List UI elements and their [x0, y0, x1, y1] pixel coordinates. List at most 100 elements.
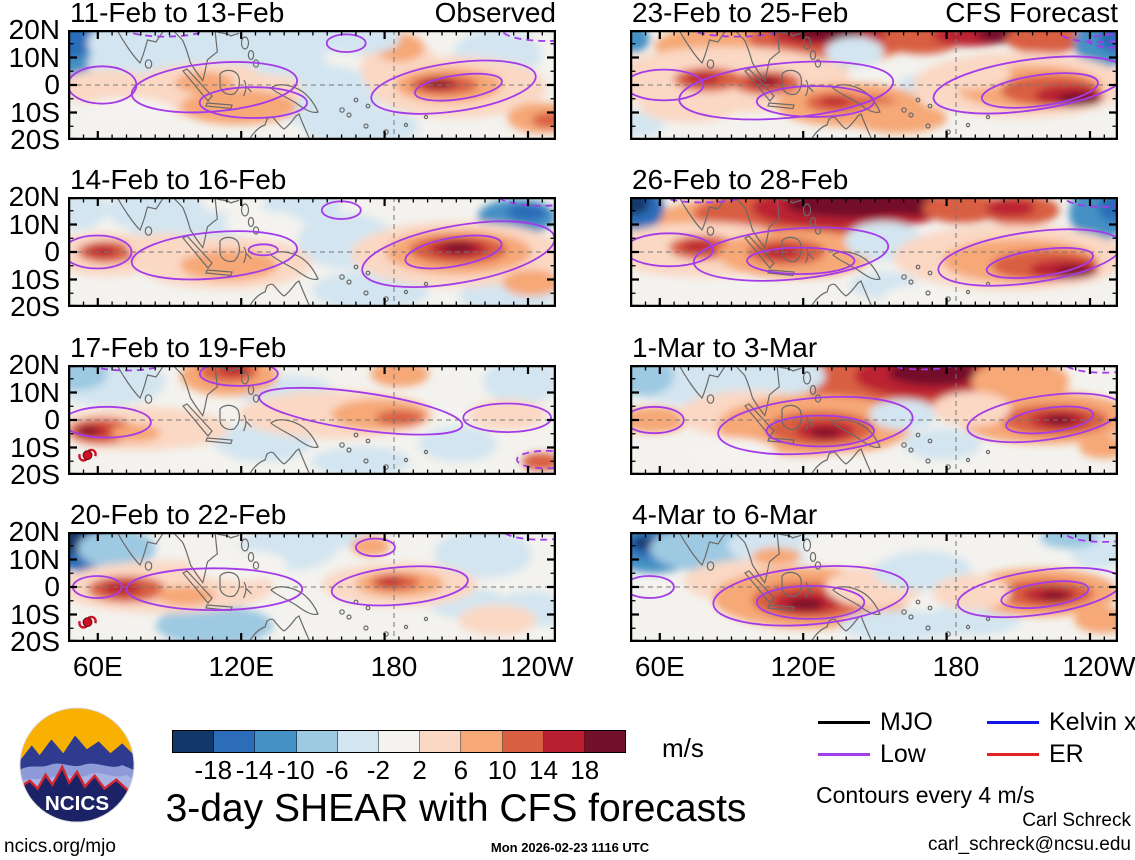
low-wave-contours: [630, 532, 1118, 627]
colorbar-swatch-0: [173, 731, 215, 752]
colorbar-swatch-7: [461, 731, 503, 752]
logo-border: [19, 707, 135, 823]
credit-name: Carl Schreck: [1022, 810, 1131, 831]
legend-item-kelvin: Kelvin x2: [987, 708, 1135, 737]
panel-title: 26-Feb to 28-Feb: [632, 164, 849, 195]
y-axis-label: 0: [44, 69, 60, 100]
coastlines: [116, 365, 429, 475]
credit-email: carl_schreck@ncsu.edu: [927, 834, 1131, 855]
colorbar-tick-label: 14: [528, 755, 558, 785]
map-panel-7: 1-Mar to 3-Mar: [630, 333, 1118, 475]
colorbar-tick-label: 6: [453, 755, 469, 785]
colorbar-swatch-3: [296, 731, 338, 752]
y-axis-label: 20S: [10, 291, 60, 322]
map-panel-4: 20-Feb to 22-Feb: [68, 500, 556, 642]
colorbar-swatch-8: [502, 731, 544, 752]
low-wave-contours: [71, 532, 556, 612]
colorbar-swatch-5: [378, 731, 421, 752]
coastlines: [678, 365, 991, 475]
colorbar-tick-label: -2: [366, 755, 390, 785]
colorbar-tick-label: 10: [487, 755, 517, 785]
map-frame: [68, 365, 556, 475]
colorbar-swatch-10: [584, 731, 626, 752]
minor-ticks: [69, 366, 555, 474]
y-axis-label: 20N: [8, 181, 60, 212]
map-plot: [630, 532, 1118, 642]
colorbar-tick-label: -14: [235, 755, 274, 785]
legend-label-low: Low: [880, 740, 926, 768]
map-panel-2: 14-Feb to 16-Feb: [68, 165, 556, 307]
y-axis-label: 0: [44, 571, 60, 602]
colorbar: [172, 730, 626, 753]
map-plot: [68, 365, 556, 475]
ncics-logo: NCICS: [19, 707, 135, 823]
y-axis-label: 10S: [10, 96, 60, 128]
x-axis-label: 180: [370, 651, 418, 682]
map-frame: [68, 532, 556, 642]
mjo-line-swatch: [818, 721, 870, 724]
map-panel-6: 26-Feb to 28-Feb: [630, 165, 1118, 307]
colorbar-swatch-4: [337, 731, 379, 752]
colorbar-swatch-1: [214, 731, 256, 752]
panel-corner-label: CFS Forecast: [945, 0, 1118, 28]
tropical-cyclone-icon: [78, 615, 97, 629]
map-frame: [630, 365, 1118, 475]
map-panel-1: 11-Feb to 13-Feb Observed: [68, 0, 556, 140]
coastlines: [116, 532, 429, 642]
low-wave-contours: [68, 30, 556, 119]
legend-label-kelvin: Kelvin x2: [1049, 708, 1135, 736]
footer-site-url: ncics.org/mjo: [4, 836, 116, 857]
minor-ticks: [631, 533, 1117, 641]
legend-label-er: ER: [1049, 740, 1084, 768]
x-axis-label: 120W: [1062, 651, 1135, 682]
coastlines: [678, 532, 991, 642]
panel-title: 4-Mar to 6-Mar: [632, 499, 818, 530]
y-axis-label: 0: [44, 404, 60, 435]
logo-red-ridge-line: [19, 764, 135, 793]
map-plot: [68, 30, 556, 140]
map-panel-8: 4-Mar to 6-Mar: [630, 500, 1118, 642]
colorbar-swatch-6: [420, 731, 462, 752]
y-axis-label: 10S: [10, 598, 60, 630]
er-line-swatch: [987, 753, 1039, 756]
colorbar-swatch-2: [255, 731, 297, 752]
panel-title: 11-Feb to 13-Feb: [70, 0, 285, 28]
y-axis-label: 10N: [8, 376, 60, 408]
minor-ticks: [69, 31, 555, 139]
panel-title: 20-Feb to 22-Feb: [70, 499, 287, 530]
map-plot: [68, 197, 556, 307]
kelvin-line-swatch: [987, 721, 1039, 724]
coastlines: [678, 30, 991, 140]
x-axis-label: 60E: [72, 651, 123, 682]
contour-interval-note: Contours every 4 m/s: [816, 782, 1035, 808]
legend-item-low: Low: [818, 740, 926, 769]
timestamp: Mon 2026-02-23 1116 UTC: [490, 840, 650, 855]
y-axis-label: 10N: [8, 543, 60, 575]
panel-title: 17-Feb to 19-Feb: [70, 332, 287, 363]
low-wave-contours: [630, 365, 1118, 456]
panel-title: 1-Mar to 3-Mar: [632, 332, 818, 363]
legend-item-er: ER: [987, 740, 1084, 769]
colorbar-tick-label: -18: [194, 755, 233, 785]
map-plot: [68, 532, 556, 642]
low-wave-contours: [630, 197, 1118, 287]
map-plot: [630, 365, 1118, 475]
legend-label-mjo: MJO: [880, 708, 933, 736]
shear-anomaly-field: [68, 30, 556, 140]
panel-corner-label: Observed: [434, 0, 556, 28]
map-panel-5: 23-Feb to 25-Feb CFS Forecast: [630, 0, 1118, 140]
minor-ticks: [69, 198, 555, 306]
map-frame: [630, 30, 1118, 140]
x-axis-label: 180: [932, 651, 980, 682]
low-line-swatch: [818, 753, 870, 756]
logo-text: NCICS: [45, 792, 109, 815]
y-axis-label: 20N: [8, 516, 60, 547]
y-axis-label: 0: [44, 236, 60, 267]
main-title: 3-day SHEAR with CFS forecasts: [165, 787, 747, 830]
coastlines: [116, 197, 429, 307]
x-axis-label: 120E: [770, 651, 836, 682]
logo-base: [19, 766, 135, 823]
tropical-cyclone-icon: [78, 448, 97, 462]
map-frame: [630, 197, 1118, 307]
